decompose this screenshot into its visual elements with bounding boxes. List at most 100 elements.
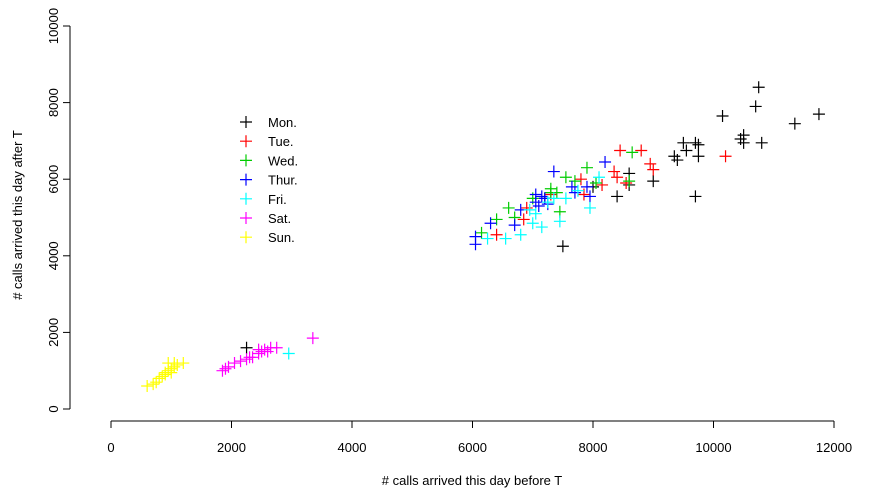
x-tick-label: 8000 bbox=[579, 440, 608, 455]
data-point bbox=[577, 188, 590, 201]
legend-label: Sun. bbox=[268, 230, 295, 245]
data-point bbox=[719, 150, 732, 163]
data-point bbox=[689, 136, 702, 149]
data-point bbox=[553, 215, 566, 228]
data-point bbox=[532, 200, 545, 213]
data-point bbox=[514, 228, 527, 241]
legend-label: Fri. bbox=[268, 192, 287, 207]
legend-label: Thur. bbox=[268, 173, 298, 188]
data-point bbox=[547, 165, 560, 178]
data-point bbox=[593, 171, 606, 184]
data-point bbox=[165, 366, 178, 379]
data-point bbox=[544, 182, 557, 195]
data-point bbox=[469, 238, 482, 251]
data-point bbox=[623, 175, 636, 188]
data-point bbox=[502, 201, 515, 214]
data-point bbox=[580, 161, 593, 174]
y-tick-label: 2000 bbox=[46, 318, 61, 347]
data-point bbox=[568, 175, 581, 188]
data-point bbox=[234, 355, 247, 368]
x-tick-label: 4000 bbox=[338, 440, 367, 455]
data-point bbox=[599, 155, 612, 168]
data-point bbox=[583, 190, 596, 203]
data-point bbox=[788, 117, 801, 130]
y-tick-label: 4000 bbox=[46, 241, 61, 270]
data-point bbox=[596, 178, 609, 191]
legend-label: Wed. bbox=[268, 153, 298, 168]
data-point bbox=[535, 221, 548, 234]
data-point bbox=[147, 378, 160, 391]
data-point bbox=[647, 163, 660, 176]
data-point bbox=[541, 196, 554, 209]
legend-marker bbox=[240, 173, 252, 186]
x-tick-label: 6000 bbox=[458, 440, 487, 455]
x-tick-label: 10000 bbox=[695, 440, 731, 455]
data-point bbox=[490, 213, 503, 226]
data-point bbox=[608, 165, 621, 178]
data-point bbox=[559, 171, 572, 184]
data-point bbox=[222, 360, 235, 373]
data-point bbox=[716, 110, 729, 123]
data-point bbox=[535, 190, 548, 203]
data-point bbox=[749, 100, 762, 113]
data-point bbox=[689, 190, 702, 203]
data-point bbox=[611, 190, 624, 203]
legend-marker bbox=[240, 154, 252, 167]
data-point bbox=[626, 146, 639, 159]
data-point bbox=[547, 192, 560, 205]
data-point bbox=[611, 171, 624, 184]
y-axis-label: # calls arrived this day after T bbox=[10, 130, 25, 300]
legend-label: Sat. bbox=[268, 211, 291, 226]
axes: 0 2000 4000 6000 8000 10000 12000 0 2000 4000 6000… bbox=[46, 8, 852, 455]
legend-label: Mon. bbox=[268, 115, 297, 130]
data-point bbox=[240, 341, 253, 354]
y-tick-label: 8000 bbox=[46, 88, 61, 117]
data-point bbox=[306, 332, 319, 345]
x-axis-label: # calls arrived this day before T bbox=[382, 473, 562, 488]
data-point bbox=[529, 207, 542, 220]
data-point bbox=[228, 357, 241, 370]
data-point bbox=[484, 217, 497, 230]
data-point bbox=[635, 144, 648, 157]
data-point bbox=[580, 180, 593, 193]
x-tick-label: 12000 bbox=[816, 440, 852, 455]
data-point bbox=[568, 186, 581, 199]
data-point bbox=[520, 201, 533, 214]
data-point bbox=[171, 358, 184, 371]
data-point bbox=[523, 203, 536, 216]
data-point bbox=[574, 173, 587, 186]
legend-marker bbox=[240, 212, 252, 224]
data-point bbox=[526, 217, 539, 230]
data-point bbox=[755, 136, 768, 149]
data-point bbox=[243, 351, 256, 364]
data-point bbox=[490, 228, 503, 241]
data-point bbox=[752, 81, 765, 94]
data-point bbox=[647, 175, 660, 188]
data-point bbox=[168, 357, 181, 370]
data-point bbox=[692, 150, 705, 163]
data-point bbox=[571, 184, 584, 197]
data-point bbox=[481, 232, 494, 245]
data-point bbox=[517, 213, 530, 226]
y-tick-label: 6000 bbox=[46, 165, 61, 194]
data-point bbox=[508, 219, 521, 232]
data-point bbox=[156, 370, 169, 383]
data-point bbox=[812, 108, 825, 121]
data-point bbox=[556, 240, 569, 253]
data-point bbox=[565, 180, 578, 193]
data-point bbox=[475, 226, 488, 239]
data-point bbox=[282, 347, 295, 360]
data-point bbox=[692, 138, 705, 151]
legend-marker bbox=[240, 135, 252, 148]
y-tick-label: 10000 bbox=[46, 8, 61, 44]
data-point bbox=[141, 380, 154, 393]
data-point bbox=[216, 364, 229, 377]
data-point bbox=[150, 376, 163, 389]
data-point bbox=[590, 177, 603, 190]
data-point bbox=[261, 345, 274, 358]
legend: Mon. Tue. Wed. Thur. Fri. Sat. Sun. bbox=[240, 115, 298, 245]
data-point bbox=[240, 353, 253, 366]
data-point bbox=[614, 144, 627, 157]
data-point bbox=[677, 136, 690, 149]
